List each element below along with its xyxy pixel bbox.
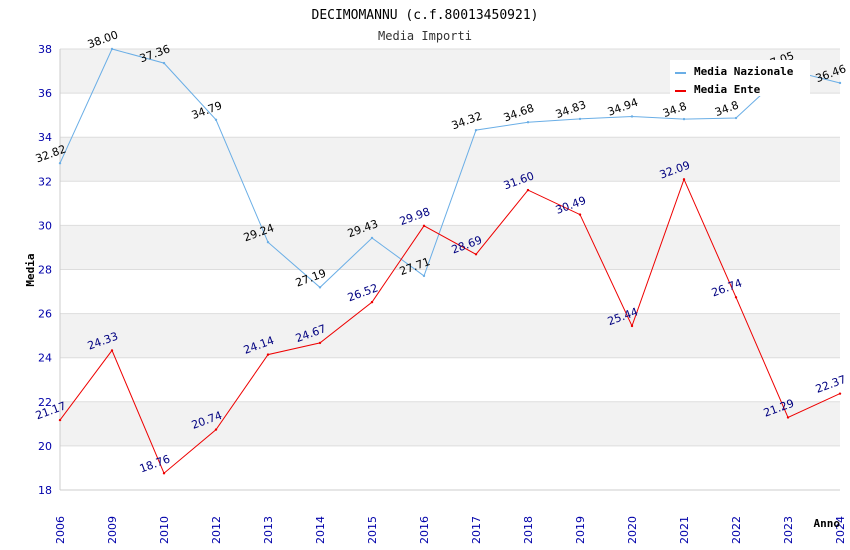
grid-band	[60, 225, 840, 270]
data-point	[370, 300, 374, 304]
grid-band	[60, 401, 840, 446]
data-point	[58, 418, 62, 422]
data-label: 34.32	[450, 109, 484, 132]
x-tick-label: 2014	[314, 516, 327, 544]
x-tick-label: 2021	[678, 516, 691, 544]
data-point	[630, 324, 634, 328]
data-label: 34.83	[554, 98, 588, 121]
series-line-ente	[59, 177, 841, 475]
grid-band	[60, 313, 840, 358]
data-point	[162, 61, 166, 65]
y-tick-label: 24	[38, 352, 52, 365]
grid-lines	[59, 48, 840, 491]
data-label: 26.52	[346, 281, 380, 304]
data-point	[578, 117, 582, 121]
data-point	[474, 253, 478, 256]
x-tick-label: 2006	[54, 516, 67, 544]
y-tick-label: 32	[38, 175, 52, 188]
data-point	[682, 117, 686, 121]
grid-band	[60, 137, 840, 182]
data-label: 30.49	[554, 194, 588, 217]
data-label: 34.8	[661, 100, 688, 121]
data-label: 27.19	[294, 267, 328, 290]
data-label: 34.68	[502, 101, 536, 124]
series-line-nazionale	[59, 48, 841, 289]
x-tick-label: 2010	[158, 516, 171, 544]
data-point	[630, 115, 634, 118]
legend: Media Nazionale Media Ente	[670, 60, 810, 96]
data-point	[162, 472, 166, 475]
y-tick-label: 20	[38, 440, 52, 453]
data-label: 22.37	[814, 373, 848, 396]
data-point	[214, 428, 218, 431]
data-label: 26.74	[710, 276, 744, 299]
x-tick-label: 2024	[834, 516, 847, 544]
x-tick-label: 2012	[210, 516, 223, 544]
x-tick-label: 2009	[106, 516, 119, 544]
data-point	[578, 213, 582, 216]
y-tick-label: 18	[38, 484, 52, 497]
grid-bands	[60, 49, 840, 446]
y-axis-label: Media	[24, 253, 37, 286]
x-tick-label: 2022	[730, 516, 743, 544]
data-point	[786, 416, 790, 419]
y-axis-ticks: 18 20 22 24 26 28 30 32 34 36 38	[38, 43, 52, 497]
data-point	[110, 47, 114, 51]
legend-label-nazionale: Media Nazionale	[694, 65, 794, 78]
data-point	[422, 224, 426, 228]
y-tick-label: 28	[38, 264, 52, 277]
data-label: 29.98	[398, 205, 432, 228]
x-tick-label: 2020	[626, 516, 639, 544]
data-point	[734, 296, 738, 299]
x-tick-label: 2015	[366, 516, 379, 544]
x-tick-label: 2017	[470, 516, 483, 544]
y-tick-label: 38	[38, 43, 52, 56]
data-point	[682, 178, 686, 181]
data-label: 34.8	[713, 98, 740, 119]
data-point	[526, 188, 530, 192]
data-point	[370, 236, 374, 240]
data-point	[838, 81, 842, 85]
data-label: 34.79	[190, 99, 224, 122]
x-tick-label: 2019	[574, 516, 587, 544]
data-label: 38.00	[86, 28, 120, 51]
data-point	[110, 349, 114, 352]
x-tick-label: 2016	[418, 516, 431, 544]
data-point	[214, 118, 218, 121]
y-tick-label: 22	[38, 396, 52, 409]
data-point	[318, 341, 322, 345]
y-tick-label: 26	[38, 308, 52, 321]
x-tick-label: 2018	[522, 516, 535, 544]
x-tick-label: 2013	[262, 516, 275, 544]
legend-label-ente: Media Ente	[694, 83, 761, 96]
chart-title: DECIMOMANNU (c.f.80013450921)	[312, 8, 539, 23]
data-point	[526, 121, 530, 124]
data-point	[58, 162, 62, 165]
data-point	[266, 353, 270, 356]
data-point	[734, 116, 738, 120]
data-point	[838, 392, 842, 395]
x-tick-label: 2023	[782, 516, 795, 544]
data-label: 34.94	[606, 96, 640, 119]
chart-subtitle: Media Importi	[378, 29, 472, 43]
x-axis-ticks: 2006 2009 2010 2012 2013 2014 2015 2016 2017 2018…	[54, 516, 847, 544]
x-axis-label: Anno	[814, 517, 841, 530]
data-point	[422, 274, 426, 278]
y-tick-label: 34	[38, 131, 52, 144]
data-point	[266, 240, 270, 244]
data-point	[474, 128, 478, 132]
data-label: 18.76	[138, 452, 172, 475]
y-tick-label: 36	[38, 87, 52, 100]
y-tick-label: 30	[38, 219, 52, 232]
legend-box	[670, 60, 810, 96]
data-point	[318, 286, 322, 289]
